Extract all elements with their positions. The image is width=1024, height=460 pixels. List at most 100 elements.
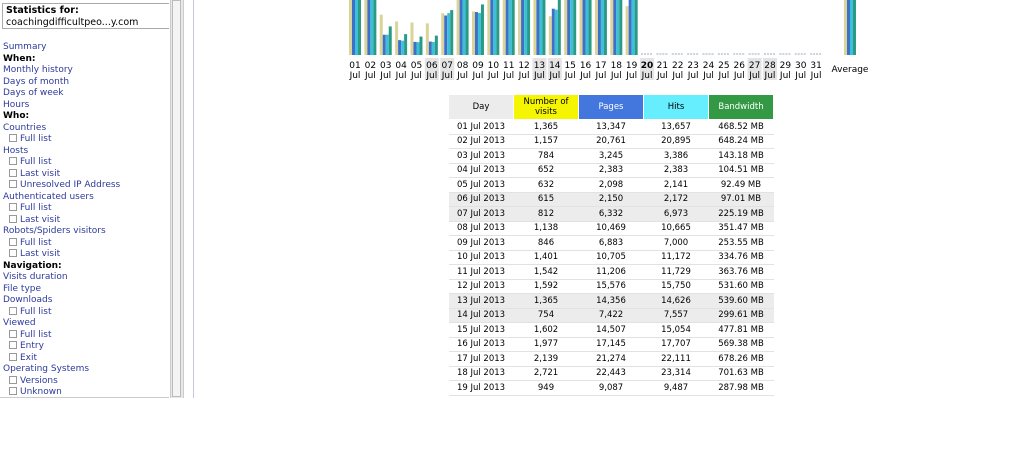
bar <box>502 0 506 55</box>
table-cell: 2,139 <box>513 351 579 367</box>
nav-link[interactable]: Visits duration <box>3 272 68 282</box>
table-cell: 253.55 MB <box>708 235 774 251</box>
bar <box>379 14 383 56</box>
table-row: 13 Jul 2013 1,365 14,356 14,626 539.60 MB <box>448 293 774 309</box>
table-cell: 23,314 <box>643 366 709 381</box>
bar <box>367 0 371 55</box>
table-cell: 21,274 <box>578 351 644 367</box>
nav-sub[interactable]: Entry <box>3 341 120 353</box>
bar <box>554 9 558 55</box>
day-label: 22 <box>672 61 683 71</box>
table-row: 03 Jul 2013 784 3,245 3,386 143.18 MB <box>448 148 774 164</box>
table-cell: 17,707 <box>643 337 709 352</box>
nav-link[interactable]: Downloads <box>3 295 53 305</box>
day-label: 24 <box>703 61 715 71</box>
month-label: Jul <box>364 71 376 81</box>
table-cell: 11,206 <box>578 264 644 280</box>
day-label: 16 <box>580 61 592 71</box>
month-label: Jul <box>610 71 622 81</box>
nav-sub[interactable]: Full list <box>3 307 120 319</box>
day-label: 13 <box>534 61 545 71</box>
table-row: 19 Jul 2013 949 9,087 9,487 287.98 MB <box>448 380 774 396</box>
nav-link[interactable]: Summary <box>3 42 47 52</box>
month-label: Jul <box>410 71 422 81</box>
day-label: 07 <box>441 61 452 71</box>
day-label: 20 <box>641 61 654 71</box>
scroll-thumb[interactable] <box>172 0 181 397</box>
bar <box>459 0 463 55</box>
table-cell: 143.18 MB <box>708 148 774 164</box>
bar <box>573 0 577 56</box>
column-header: Number of visits <box>513 94 579 120</box>
nav-sub[interactable]: Last visit <box>3 169 120 181</box>
bar <box>364 0 368 56</box>
table-cell: 632 <box>513 177 579 193</box>
scrollbar[interactable] <box>170 0 184 398</box>
bar <box>349 0 352 55</box>
nav-link[interactable]: Authenticated users <box>3 191 94 202</box>
bar <box>480 4 484 56</box>
nav-link[interactable]: Days of week <box>3 88 64 98</box>
table-cell: 11,729 <box>643 264 709 280</box>
nav-sub[interactable]: Full list <box>3 203 120 215</box>
table-cell: 3,386 <box>643 148 709 164</box>
table-row: 01 Jul 2013 1,365 13,347 13,657 468.52 MB <box>448 119 774 135</box>
table-cell: 225.19 MB <box>708 206 774 222</box>
month-label: Jul <box>656 71 668 81</box>
weekend-bg <box>762 58 777 80</box>
nav-link[interactable]: Viewed <box>3 318 36 328</box>
bar <box>582 0 586 55</box>
nav-sub[interactable]: Full list <box>3 157 120 169</box>
nav-link[interactable]: Hosts <box>3 145 29 156</box>
nav-heading: Who: <box>3 111 30 121</box>
table-cell: 949 <box>513 380 579 396</box>
weekend-bg <box>440 58 455 80</box>
nav-sub[interactable]: Unresolved IP Address <box>3 180 120 192</box>
bar <box>493 0 497 55</box>
nav-link[interactable]: Days of month <box>3 76 70 87</box>
bar <box>542 0 546 55</box>
day-label: 15 <box>564 61 575 71</box>
nav-link[interactable]: Robots/Spiders visitors <box>3 226 106 236</box>
table-cell: 14,626 <box>643 293 709 309</box>
month-label: Jul <box>810 71 822 81</box>
nav-link[interactable]: Countries <box>3 122 47 133</box>
table-row: 14 Jul 2013 754 7,422 7,557 299.61 MB <box>448 308 774 323</box>
table-cell: 11,172 <box>643 250 709 265</box>
table-row: 15 Jul 2013 1,602 14,507 15,054 477.81 MB <box>448 322 774 338</box>
bar <box>521 0 525 55</box>
day-label: 11 <box>503 61 514 71</box>
nav-sub[interactable]: Last visit <box>3 249 120 261</box>
nav-sub[interactable]: Unknown <box>3 387 120 397</box>
nav-link[interactable]: Operating Systems <box>3 364 90 374</box>
month-label: Jul <box>518 71 530 81</box>
table-cell: 784 <box>513 148 579 164</box>
bar <box>413 41 417 55</box>
table-cell: 18 Jul 2013 <box>448 366 514 381</box>
bar <box>567 0 571 55</box>
table-cell: 92.49 MB <box>708 177 774 193</box>
nav-sub[interactable]: Full list <box>3 134 120 146</box>
table-row: 09 Jul 2013 846 6,883 7,000 253.55 MB <box>448 235 774 251</box>
table-row: 02 Jul 2013 1,157 20,761 20,895 648.24 MB <box>448 134 774 149</box>
table-cell: 701.63 MB <box>708 366 774 381</box>
nav-link[interactable]: Monthly history <box>3 65 73 75</box>
table-cell: 17 Jul 2013 <box>448 351 514 367</box>
nav-link[interactable]: File type <box>3 283 42 294</box>
bar <box>524 0 528 55</box>
bar <box>511 0 515 55</box>
sidebar: Statistics for: coachingdifficultpeo...y… <box>0 0 169 398</box>
stats-label: Statistics for: <box>6 5 79 16</box>
nav-sub[interactable]: Full list <box>3 330 120 342</box>
month-label: Jul <box>748 71 760 81</box>
average-bars <box>844 0 856 55</box>
nav-sub[interactable]: Exit <box>3 353 120 365</box>
nav-link[interactable]: Hours <box>3 99 30 110</box>
nav-sub[interactable]: Last visit <box>3 215 120 227</box>
table-cell: 351.47 MB <box>708 221 774 236</box>
day-label: 17 <box>595 61 606 71</box>
bar <box>533 0 537 55</box>
nav-sub[interactable]: Versions <box>3 376 120 388</box>
nav-sub[interactable]: Full list <box>3 238 120 250</box>
month-label: Jul <box>425 71 437 81</box>
